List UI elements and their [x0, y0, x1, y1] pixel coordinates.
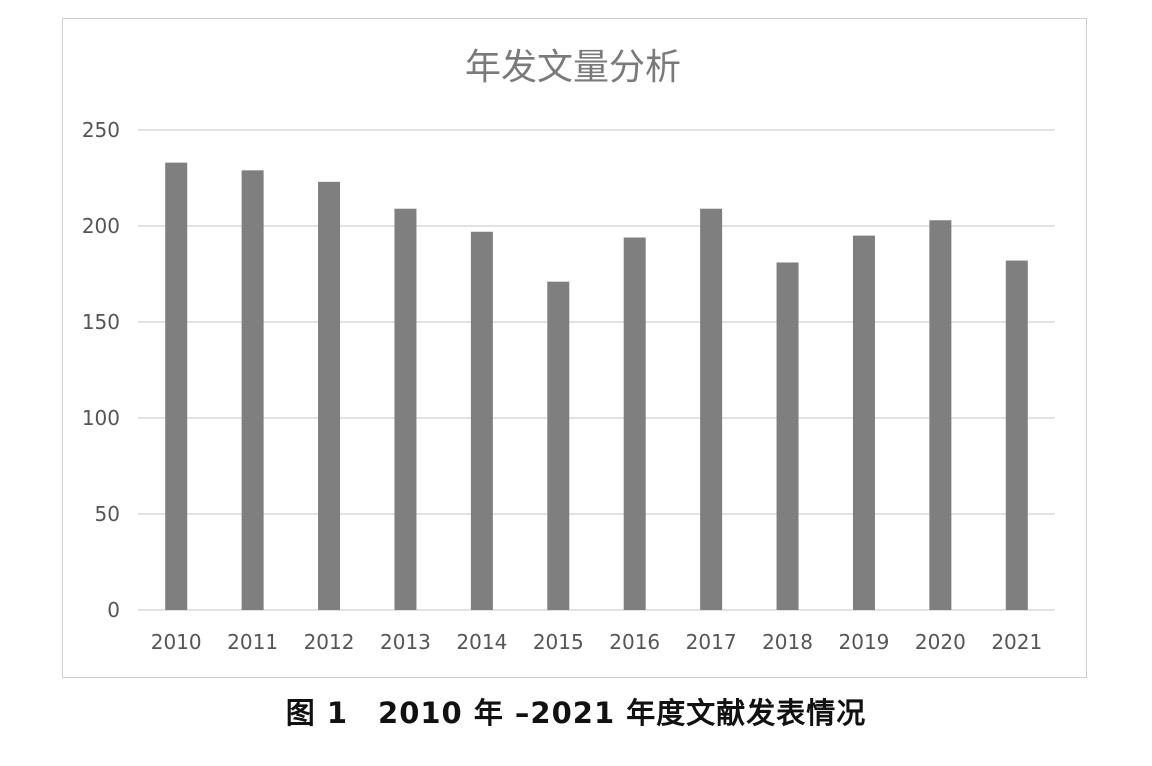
bar-2021	[1005, 260, 1028, 610]
y-axis-tick-labels: 0 50 100 150 200 250	[82, 118, 120, 622]
y-tick-label: 100	[82, 406, 120, 430]
x-tick-label: 2010	[151, 630, 202, 654]
x-tick-label: 2011	[227, 630, 278, 654]
x-tick-label: 2019	[839, 630, 890, 654]
bar-2013	[394, 208, 417, 610]
x-tick-label: 2015	[533, 630, 584, 654]
bar-2020	[929, 220, 952, 611]
bar-2018	[776, 262, 799, 610]
x-axis-tick-labels: 2010 2011 2012 2013 2014 2015 2016 2017 2018 2019…	[151, 630, 1042, 654]
x-tick-label: 2020	[915, 630, 966, 654]
x-tick-label: 2012	[304, 630, 355, 654]
figure-caption: 图 1 2010 年 –2021 年度文献发表情况	[285, 696, 867, 730]
gridlines	[138, 129, 1055, 611]
bar-2016	[623, 237, 646, 610]
bar-2017	[700, 208, 723, 610]
x-tick-label: 2013	[380, 630, 431, 654]
x-tick-label: 2016	[609, 630, 660, 654]
x-tick-label: 2021	[991, 630, 1042, 654]
y-tick-label: 0	[107, 598, 120, 622]
bar-2010	[165, 162, 188, 610]
bar-2012	[318, 181, 341, 610]
y-tick-label: 250	[82, 118, 120, 142]
bar-2019	[852, 235, 875, 610]
y-tick-label: 200	[82, 214, 120, 238]
bar-2011	[241, 170, 264, 610]
bars	[165, 162, 1028, 611]
bar-2015	[547, 281, 570, 610]
x-tick-label: 2018	[762, 630, 813, 654]
chart-title: 年发文量分析	[465, 47, 681, 88]
x-tick-label: 2014	[456, 630, 507, 654]
bar-2014	[470, 231, 493, 610]
x-tick-label: 2017	[686, 630, 737, 654]
chart-frame	[62, 18, 1087, 678]
y-tick-label: 50	[95, 502, 120, 526]
y-tick-label: 150	[82, 310, 120, 334]
